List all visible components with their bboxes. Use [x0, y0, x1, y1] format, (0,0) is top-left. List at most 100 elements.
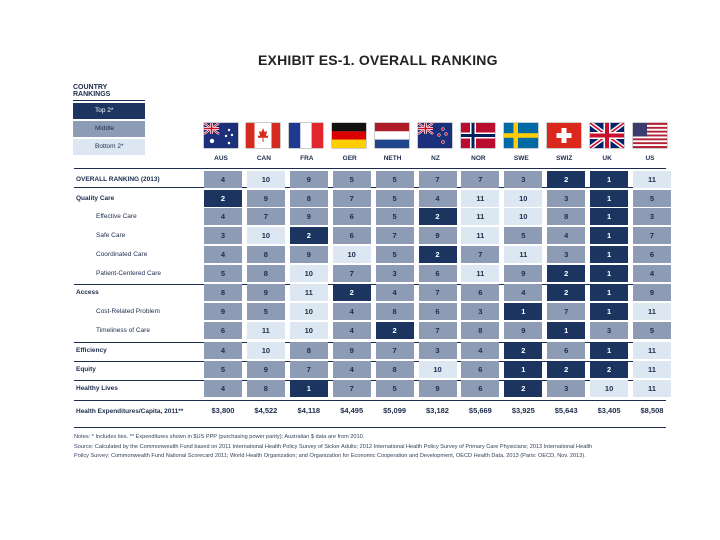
rank-cell: 2: [204, 190, 242, 207]
rank-cell: 5: [375, 190, 414, 207]
rank-cell: 9: [289, 208, 328, 225]
expenditure-value: $5,669: [468, 406, 492, 415]
flag-fra-icon: [289, 123, 323, 148]
rank-cell: 2: [418, 246, 457, 263]
country-code-fra: FRA: [300, 155, 314, 162]
rank-cell: 6: [633, 246, 671, 263]
flag-neth-icon: [375, 123, 409, 148]
rank-cell: 5: [204, 265, 242, 282]
rank-cell: 10: [246, 227, 285, 244]
expenditure-value: $4,118: [297, 406, 321, 415]
rank-cell: 1: [590, 265, 629, 282]
rank-cell: 4: [332, 303, 371, 320]
rank-cell: 3: [418, 342, 457, 359]
rank-cell: 11: [633, 342, 671, 359]
rank-cell: 10: [418, 361, 457, 378]
rank-cell: 11: [246, 322, 285, 339]
rank-cell: 10: [289, 303, 328, 320]
exhibit-title: EXHIBIT ES-1. OVERALL RANKING: [258, 52, 498, 68]
expenditure-value: $3,405: [597, 406, 621, 415]
country-code-nz: NZ: [431, 155, 440, 162]
rank-cell: 5: [375, 246, 414, 263]
rank-cell: 9: [289, 171, 328, 188]
rank-cell: 4: [633, 265, 671, 282]
rank-cell: 9: [504, 322, 543, 339]
rank-cell: 4: [204, 171, 242, 188]
row-label: OVERALL RANKING (2013): [76, 176, 160, 183]
table-rule: [74, 168, 666, 169]
expenditure-value: $3,800: [211, 406, 235, 415]
rank-cell: 2: [547, 284, 586, 301]
rank-cell: 11: [289, 284, 328, 301]
rank-cell: 9: [246, 284, 285, 301]
rank-cell: 4: [204, 208, 242, 225]
rank-cell: 7: [332, 265, 371, 282]
flag-nor-icon: [461, 123, 495, 148]
rank-cell: 4: [332, 361, 371, 378]
rank-cell: 8: [289, 342, 328, 359]
row-label: Efficiency: [76, 347, 107, 354]
rank-cell: 7: [375, 227, 414, 244]
rank-cell: 5: [375, 208, 414, 225]
rank-cell: 1: [590, 342, 629, 359]
flag-nz-icon: [418, 123, 452, 148]
rank-cell: 2: [289, 227, 328, 244]
row-label: Coordinated Care: [96, 251, 148, 258]
rank-cell: 7: [289, 361, 328, 378]
rank-cell: 2: [504, 342, 543, 359]
legend: COUNTRY RANKINGS Top 2* Middle Bottom 2*: [73, 84, 145, 157]
flag-uk-icon: [590, 123, 624, 148]
country-code-row: AUS CAN FRA GER NETH NZ NOR SWE SWIZ UK US: [0, 155, 720, 167]
country-code-uk: UK: [602, 155, 612, 162]
rank-cell: 2: [547, 265, 586, 282]
rank-cell: 8: [375, 303, 414, 320]
rank-cell: 6: [332, 208, 371, 225]
rank-cell: 6: [461, 380, 500, 397]
rank-cell: 1: [547, 322, 586, 339]
note-line: Policy Survey; Commonwealth Fund Nationa…: [74, 453, 586, 459]
rank-cell: 11: [461, 227, 500, 244]
rank-cell: 7: [633, 227, 671, 244]
rank-cell: 2: [375, 322, 414, 339]
rank-cell: 1: [504, 361, 543, 378]
rank-cell: 8: [204, 284, 242, 301]
rank-cell: 4: [418, 190, 457, 207]
rank-cell: 6: [418, 265, 457, 282]
rank-cell: 4: [375, 284, 414, 301]
rank-cell: 10: [246, 171, 285, 188]
rank-cell: 7: [461, 171, 500, 188]
rank-cell: 5: [246, 303, 285, 320]
rank-cell: 9: [204, 303, 242, 320]
legend-title: COUNTRY RANKINGS: [73, 84, 145, 101]
rank-cell: 8: [547, 208, 586, 225]
rank-cell: 2: [547, 171, 586, 188]
rank-cell: 5: [375, 380, 414, 397]
country-code-swe: SWE: [513, 155, 529, 162]
flag-swiz-icon: [547, 123, 581, 148]
note-line: Notes: * Includes ties. ** Expenditures …: [74, 434, 365, 440]
rank-cell: 1: [590, 171, 629, 188]
rank-cell: 7: [418, 171, 457, 188]
rank-cell: 11: [633, 361, 671, 378]
rank-cell: 8: [289, 190, 328, 207]
rank-cell: 8: [375, 361, 414, 378]
rank-cell: 9: [504, 265, 543, 282]
rank-cell: 3: [547, 380, 586, 397]
rank-cell: 8: [246, 265, 285, 282]
rank-cell: 6: [461, 361, 500, 378]
rank-cell: 3: [504, 171, 543, 188]
rank-cell: 3: [461, 303, 500, 320]
rank-cell: 5: [633, 322, 671, 339]
row-label: Healthy Lives: [76, 385, 118, 392]
rank-cell: 5: [375, 171, 414, 188]
rank-cell: 9: [246, 361, 285, 378]
rank-cell: 10: [332, 246, 371, 263]
expenditure-value: $4,495: [340, 406, 364, 415]
rank-cell: 6: [332, 227, 371, 244]
expenditure-value: $8,508: [640, 406, 664, 415]
flag-aus-icon: [204, 123, 238, 148]
rank-cell: 3: [590, 322, 629, 339]
rank-cell: 10: [504, 190, 543, 207]
rank-cell: 9: [418, 227, 457, 244]
